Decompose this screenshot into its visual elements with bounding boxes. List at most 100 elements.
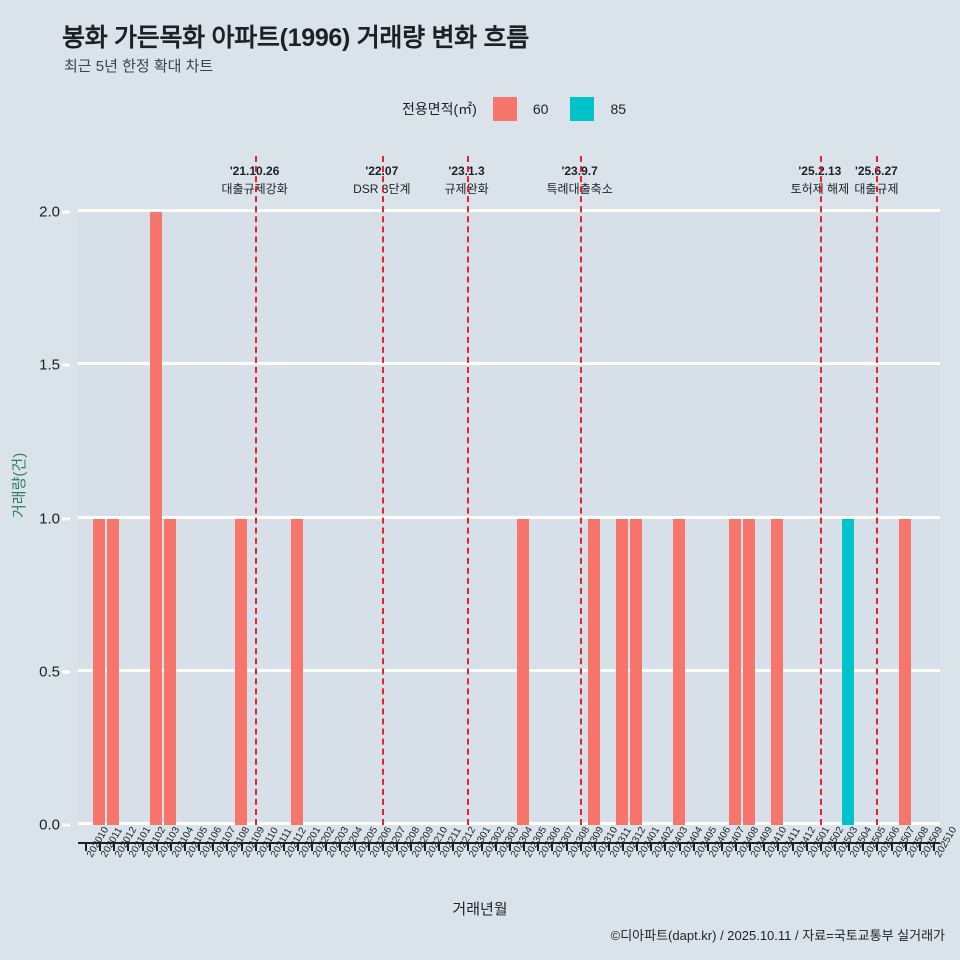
y-axis-title: 거래량(건)	[11, 452, 28, 518]
annotation-line-202309	[579, 156, 582, 825]
x-tick-mark	[763, 844, 766, 851]
annotation-line-202502	[819, 156, 822, 825]
page-title: 봉화 가든목화 아파트(1996) 거래량 변화 흐름	[62, 24, 529, 52]
bar-60-202310[interactable]	[587, 518, 600, 825]
annotation-line-202207	[381, 156, 384, 825]
x-tick-mark	[268, 844, 271, 851]
y-tick-mark	[62, 363, 70, 367]
y-tick-mark	[62, 210, 70, 214]
x-axis-title: 거래년월	[452, 901, 508, 918]
bar-60-202401[interactable]	[630, 518, 643, 825]
x-tick-mark	[819, 844, 822, 851]
bar-60-202201[interactable]	[291, 518, 304, 825]
x-tick-mark	[749, 844, 752, 851]
x-tick-mark	[494, 844, 497, 851]
y-tick-mark	[62, 670, 70, 674]
legend-item-85[interactable]: 85	[570, 97, 626, 121]
bar-60-202305[interactable]	[517, 518, 530, 825]
x-tick-mark	[537, 844, 540, 851]
y-tick-mark	[62, 517, 70, 520]
x-tick-mark	[904, 844, 907, 851]
x-tick-mark	[918, 844, 921, 851]
bar-60-202508[interactable]	[898, 518, 911, 825]
x-tick-mark	[113, 844, 116, 851]
legend-swatch-60	[492, 97, 517, 121]
x-tick-mark	[424, 844, 427, 851]
y-tick-label: 1.5	[39, 356, 60, 374]
legend-label-60: 60	[532, 101, 549, 117]
gridline	[78, 362, 940, 366]
footer-credit: ©디아파트(dapt.kr) / 2025.10.11 / 자료=국토교통부 실…	[610, 928, 945, 943]
x-tick-mark	[720, 844, 723, 851]
y-tick-label: 1.0	[39, 510, 60, 527]
x-tick-mark	[650, 844, 653, 851]
x-tick-mark	[183, 844, 186, 851]
y-tick-label: 2.0	[39, 203, 60, 221]
x-tick-mark	[678, 844, 681, 851]
x-tick-mark	[381, 844, 384, 851]
x-tick-mark	[848, 844, 851, 851]
bar-60-202103[interactable]	[149, 212, 162, 825]
x-tick-mark	[282, 844, 285, 851]
x-tick-mark	[834, 844, 837, 851]
legend-swatch-85	[570, 97, 595, 121]
x-tick-mark	[509, 844, 511, 851]
x-tick-mark	[297, 844, 300, 851]
x-tick-mark	[706, 844, 709, 851]
x-tick-mark	[438, 844, 441, 851]
x-tick-mark	[932, 844, 935, 851]
annotation-line-202301	[466, 156, 469, 825]
x-tick-mark	[85, 844, 88, 851]
x-tick-mark	[523, 844, 526, 851]
x-tick-mark	[607, 844, 610, 851]
bar-60-202011[interactable]	[93, 518, 106, 825]
x-tick-mark	[410, 844, 413, 851]
annotation-date: '23.1.3	[448, 164, 485, 178]
legend-item-60[interactable]: 60	[492, 97, 549, 121]
page-subtitle: 최근 5년 한정 확대 차트	[64, 58, 214, 75]
bar-60-202012[interactable]	[107, 518, 120, 825]
annotation-date: '22.07	[365, 164, 399, 178]
y-tick-label: 0.0	[39, 816, 60, 834]
x-tick-mark	[622, 844, 625, 851]
x-tick-mark	[862, 844, 865, 851]
gridline	[78, 515, 940, 519]
x-tick-mark	[735, 844, 738, 851]
bar-60-202411[interactable]	[771, 518, 784, 825]
y-tick-mark	[62, 823, 70, 827]
x-tick-mark	[593, 844, 596, 851]
x-tick-mark	[99, 844, 102, 851]
x-tick-mark	[395, 844, 398, 851]
bar-60-202408[interactable]	[729, 518, 742, 825]
bar-60-202104[interactable]	[163, 518, 176, 825]
x-tick-mark	[452, 844, 455, 851]
gridline	[78, 822, 940, 825]
x-tick-mark	[240, 844, 243, 851]
annotation-date: '21.10.26	[229, 164, 280, 178]
x-tick-mark	[664, 844, 667, 851]
y-axis: 0.0 0.5 1.0 1.5 2.0	[0, 204, 70, 834]
bar-85-202504[interactable]	[842, 518, 855, 825]
bar-60-202312[interactable]	[616, 518, 629, 825]
x-tick-mark	[777, 844, 780, 851]
x-tick-mark	[551, 844, 554, 851]
x-tick-mark	[141, 844, 144, 851]
x-tick-mark	[353, 844, 356, 851]
plot-area	[78, 156, 940, 825]
y-tick-label: 0.5	[39, 663, 60, 681]
x-tick-mark	[890, 844, 893, 851]
x-tick-mark	[169, 844, 172, 851]
x-tick-mark	[480, 844, 483, 851]
x-tick-mark	[311, 844, 314, 851]
bar-60-202109[interactable]	[234, 518, 247, 825]
x-axis-line	[78, 842, 940, 844]
annotation-line-202110	[254, 156, 257, 825]
x-tick-mark	[212, 844, 215, 851]
bar-60-202409[interactable]	[743, 518, 756, 825]
bar-60-202404[interactable]	[672, 518, 685, 825]
x-tick-mark	[692, 844, 695, 851]
x-tick-mark	[155, 844, 158, 851]
gridline	[78, 668, 940, 672]
x-tick-mark	[254, 844, 257, 851]
